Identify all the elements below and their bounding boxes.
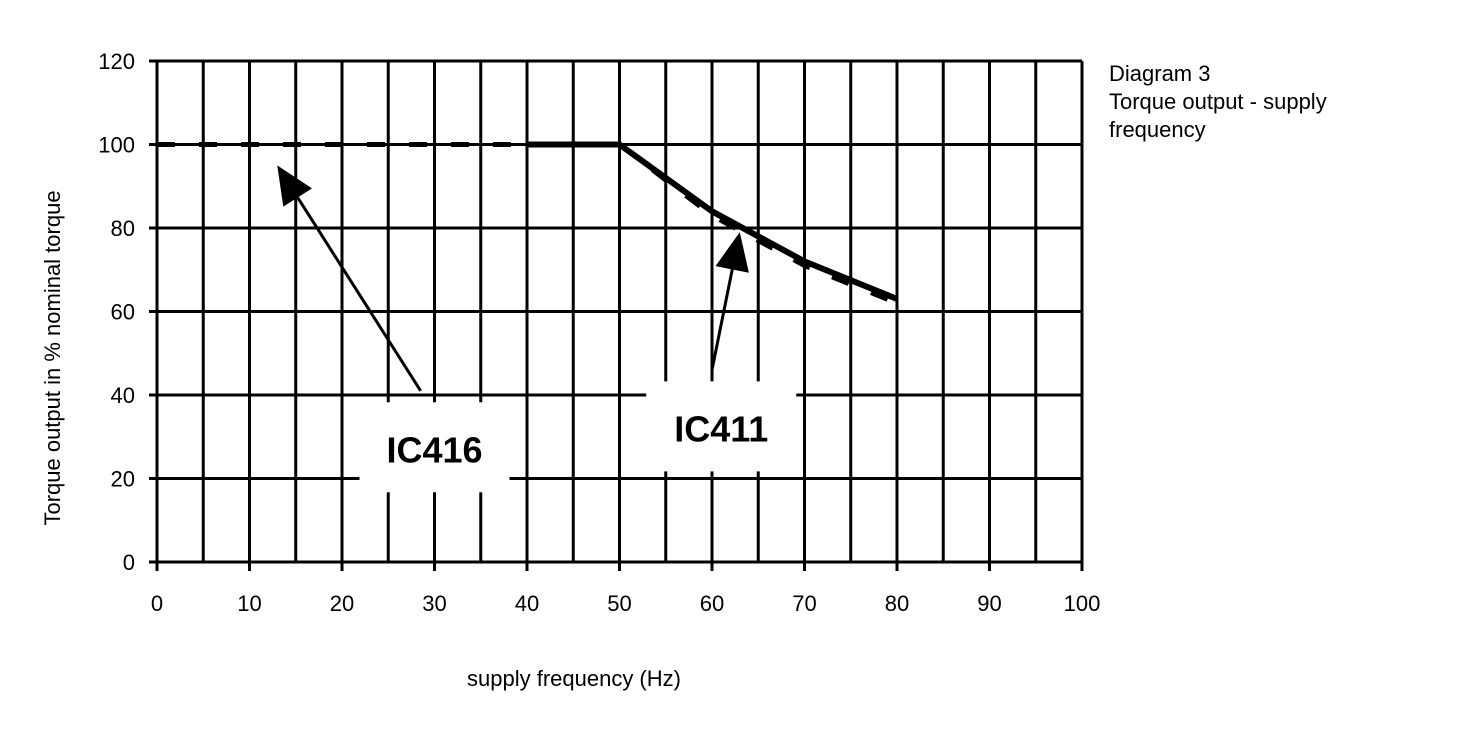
y-axis-label: Torque output in % nominal torque [40, 190, 65, 525]
annotations: IC416 IC411 [277, 165, 797, 493]
arrow-shaft [710, 269, 734, 371]
x-tick-label: 20 [330, 591, 354, 616]
callout-box [646, 381, 797, 472]
x-tick-label: 60 [700, 591, 724, 616]
x-axis-label: supply frequency (Hz) [467, 666, 681, 691]
title-line-2: Torque output - supply [1109, 89, 1327, 114]
series-line-ic411 [527, 141, 899, 302]
x-tick-label: 10 [237, 591, 261, 616]
x-tick-label: 50 [607, 591, 631, 616]
callout-label: IC416 [386, 429, 482, 470]
arrow-head [715, 232, 749, 273]
title-line-1: Diagram 3 [1109, 61, 1211, 86]
y-tick-label: 60 [111, 300, 135, 325]
x-tick-label: 90 [977, 591, 1001, 616]
arrow-head [277, 165, 312, 207]
callout-box [359, 402, 510, 493]
y-tick-label: 80 [111, 216, 135, 241]
y-tick-label: 100 [98, 133, 135, 158]
chart-title: Diagram 3 Torque output - supply frequen… [1109, 60, 1327, 144]
series-group [157, 141, 899, 306]
grid [149, 59, 1084, 571]
callout-label: IC411 [674, 408, 768, 449]
x-tick-label: 100 [1064, 591, 1101, 616]
x-tick-label: 80 [885, 591, 909, 616]
y-tick-label: 120 [98, 49, 135, 74]
y-tick-label: 40 [111, 383, 135, 408]
arrow-shaft [296, 196, 422, 392]
tick-labels: 0 10 20 30 40 50 60 70 80 90 100 0 20 40 60 80 100 120 [98, 49, 1100, 616]
y-tick-label: 20 [111, 467, 135, 492]
y-tick-label: 0 [123, 550, 135, 575]
x-tick-label: 30 [422, 591, 446, 616]
x-tick-label: 0 [151, 591, 163, 616]
series-line-ic416 [157, 142, 898, 306]
x-tick-label: 40 [515, 591, 539, 616]
title-line-3: frequency [1109, 117, 1206, 142]
x-tick-label: 70 [792, 591, 816, 616]
